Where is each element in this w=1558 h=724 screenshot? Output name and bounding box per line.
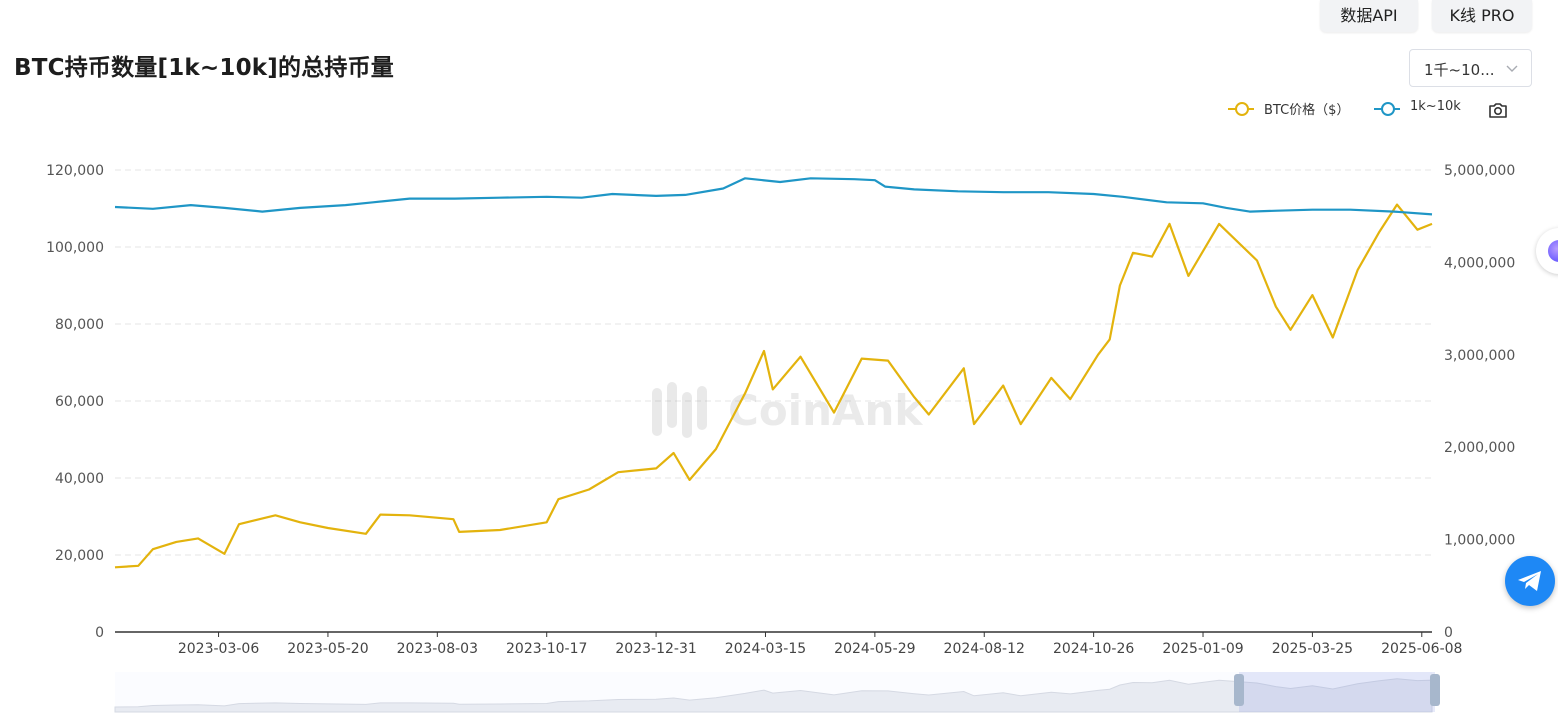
series-line-btc-price bbox=[114, 203, 1433, 569]
zoom-handle-right[interactable] bbox=[1430, 674, 1440, 706]
x-tick-label: 2023-10-17 bbox=[506, 641, 587, 657]
assistant-tab[interactable] bbox=[1536, 228, 1558, 274]
watermark: CoinAnk bbox=[652, 382, 923, 438]
legend-ring-holding bbox=[1381, 102, 1395, 116]
x-tick-label: 2024-05-29 bbox=[834, 641, 915, 657]
x-tick-label: 2023-05-20 bbox=[287, 641, 368, 657]
y-left-tick-label: 100,000 bbox=[46, 240, 104, 256]
zoom-preview bbox=[114, 678, 1433, 713]
x-tick-label: 2025-03-25 bbox=[1272, 641, 1353, 657]
y-left-tick-label: 20,000 bbox=[55, 548, 104, 564]
y-right-tick-label: 5,000,000 bbox=[1444, 163, 1515, 179]
kline-pro-button[interactable]: K线 PRO bbox=[1432, 0, 1532, 32]
y-right-tick-label: 4,000,000 bbox=[1444, 255, 1515, 271]
range-select[interactable]: 1千~10... bbox=[1409, 49, 1532, 87]
assistant-orb-icon bbox=[1548, 240, 1558, 262]
y-left-tick-label: 80,000 bbox=[55, 317, 104, 333]
x-tick-label: 2024-03-15 bbox=[725, 641, 806, 657]
x-tick-label: 2023-03-06 bbox=[178, 641, 259, 657]
x-tick-label: 2024-10-26 bbox=[1053, 641, 1134, 657]
series-line-1k-10k bbox=[114, 177, 1433, 216]
y-right-tick-label: 0 bbox=[1444, 625, 1453, 641]
legend-ring-btc bbox=[1235, 102, 1249, 116]
page-title: BTC持币数量[1k~10k]的总持币量 bbox=[14, 55, 394, 81]
camera-icon[interactable] bbox=[1488, 101, 1508, 119]
legend-label-holding: 1k~10k bbox=[1410, 99, 1461, 114]
y-right-tick-label: 1,000,000 bbox=[1444, 533, 1515, 549]
data-api-button[interactable]: 数据API bbox=[1320, 0, 1418, 32]
x-tick-label: 2023-08-03 bbox=[397, 641, 478, 657]
y-left-tick-label: 120,000 bbox=[46, 163, 104, 179]
y-right-tick-label: 2,000,000 bbox=[1444, 440, 1515, 456]
legend-label-btc: BTC价格（$） bbox=[1264, 103, 1350, 118]
x-tick-label: 2024-08-12 bbox=[944, 641, 1025, 657]
telegram-button[interactable] bbox=[1505, 556, 1555, 606]
zoom-handle-left[interactable] bbox=[1234, 674, 1244, 706]
y-right-tick-label: 3,000,000 bbox=[1444, 348, 1515, 364]
y-left-tick-label: 60,000 bbox=[55, 394, 104, 410]
chevron-down-icon bbox=[1505, 58, 1519, 82]
svg-text:CoinAnk: CoinAnk bbox=[728, 386, 923, 435]
zoom-selection[interactable] bbox=[1239, 672, 1435, 712]
telegram-icon bbox=[1518, 571, 1541, 591]
x-tick-label: 2023-12-31 bbox=[615, 641, 696, 657]
y-left-tick-label: 0 bbox=[95, 625, 104, 641]
x-tick-label: 2025-06-08 bbox=[1381, 641, 1462, 657]
x-tick-label: 2025-01-09 bbox=[1162, 641, 1243, 657]
y-left-tick-label: 40,000 bbox=[55, 471, 104, 487]
range-select-value: 1千~10... bbox=[1424, 61, 1495, 79]
